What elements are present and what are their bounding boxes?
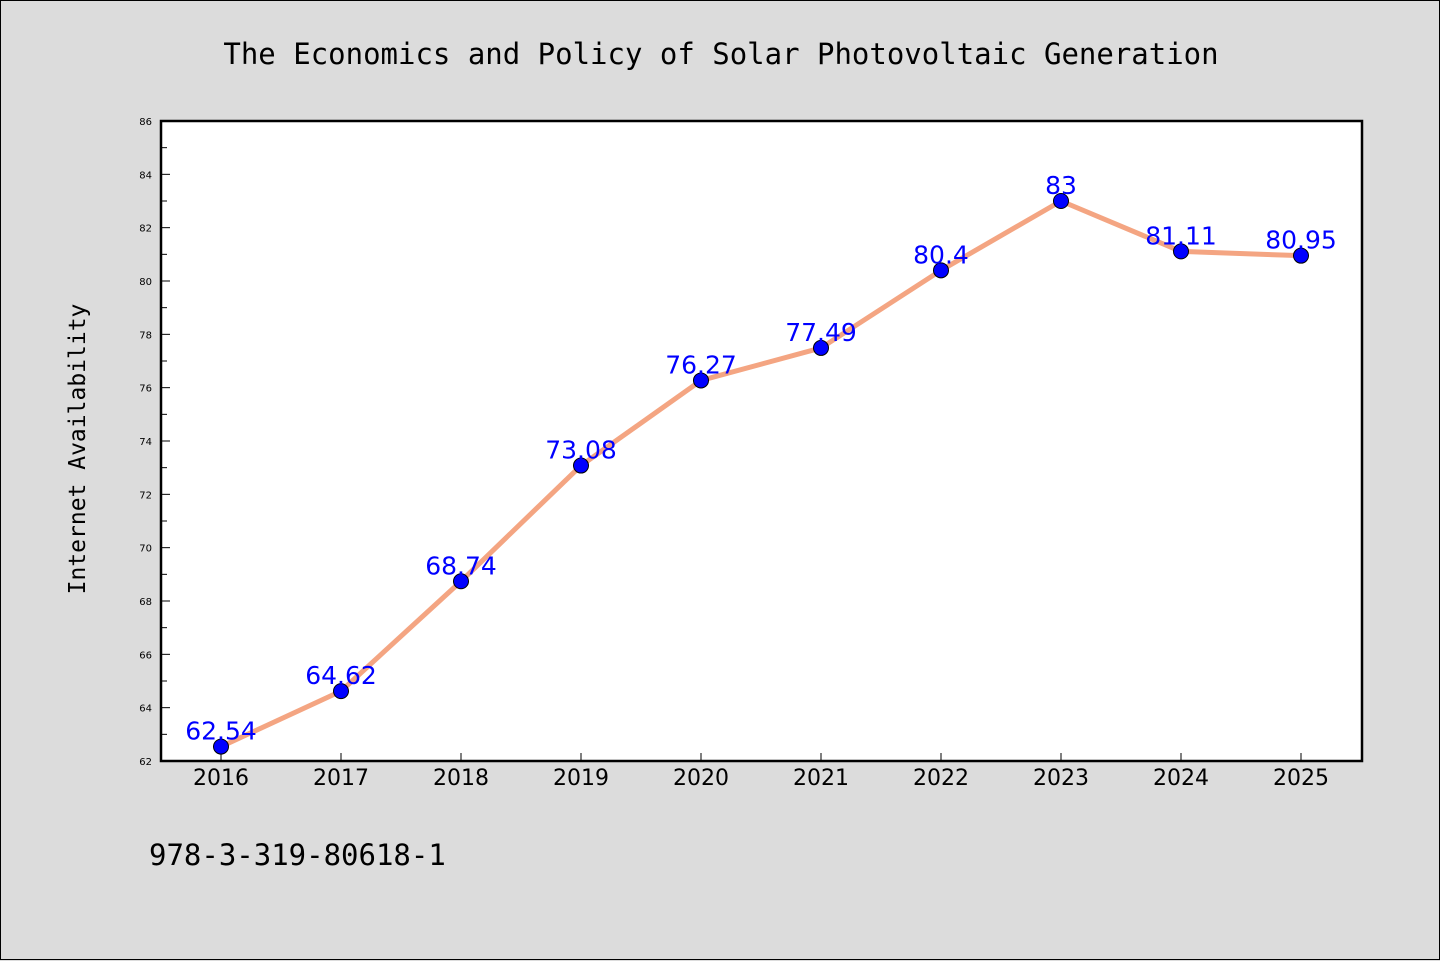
y-tick-label: 74 bbox=[139, 437, 152, 448]
data-label: 80.95 bbox=[1265, 226, 1337, 255]
data-label: 68.74 bbox=[425, 551, 497, 580]
y-tick-label: 78 bbox=[139, 330, 152, 341]
y-tick-label: 82 bbox=[139, 224, 152, 235]
y-tick-label: 84 bbox=[139, 170, 152, 181]
y-tick-label: 76 bbox=[139, 384, 152, 395]
y-tick-label: 72 bbox=[139, 490, 152, 501]
y-axis: 62 64 66 68 70 72 74 76 78 80 82 84 86 bbox=[139, 117, 170, 768]
x-tick-label: 2022 bbox=[913, 766, 969, 791]
y-tick-label: 80 bbox=[139, 277, 152, 288]
y-tick-label: 68 bbox=[139, 597, 152, 608]
data-label: 77.49 bbox=[785, 318, 857, 347]
data-point bbox=[693, 372, 709, 389]
data-label: 83 bbox=[1045, 171, 1077, 200]
data-point bbox=[813, 339, 829, 356]
data-point bbox=[573, 457, 589, 474]
y-tick-label: 66 bbox=[139, 650, 152, 661]
x-tick-label: 2024 bbox=[1153, 766, 1209, 791]
x-tick-label: 2018 bbox=[433, 766, 489, 791]
y-tick-label: 86 bbox=[139, 117, 152, 128]
data-point bbox=[453, 573, 469, 590]
data-label: 81.11 bbox=[1145, 221, 1217, 250]
series-group: 62.54 64.62 68.74 73.08 76.27 77.49 80.4 83 81.1… bbox=[185, 171, 1337, 755]
x-tick-label: 2017 bbox=[313, 766, 369, 791]
data-point bbox=[213, 738, 229, 755]
data-label: 64.62 bbox=[305, 661, 377, 690]
data-label: 76.27 bbox=[665, 350, 737, 379]
data-point bbox=[933, 262, 949, 279]
x-tick-label: 2025 bbox=[1273, 766, 1329, 791]
data-point bbox=[1293, 247, 1309, 264]
x-tick-label: 2016 bbox=[193, 766, 249, 791]
data-point bbox=[333, 683, 349, 700]
x-tick-label: 2020 bbox=[673, 766, 729, 791]
data-label: 73.08 bbox=[545, 436, 617, 465]
x-tick-label: 2021 bbox=[793, 766, 849, 791]
data-label: 80.4 bbox=[913, 240, 969, 269]
x-tick-label: 2019 bbox=[553, 766, 609, 791]
x-axis: 2016 2017 2018 2019 2020 2021 2022 2023 2024 2025 bbox=[193, 753, 1329, 791]
series-line bbox=[218, 198, 1304, 750]
y-tick-label: 64 bbox=[139, 704, 152, 715]
plot-area bbox=[159, 119, 1364, 763]
y-tick-label: 62 bbox=[139, 757, 152, 768]
data-label: 62.54 bbox=[185, 717, 257, 746]
data-point bbox=[1053, 193, 1069, 209]
data-point bbox=[1173, 243, 1189, 260]
isbn-text: 978-3-319-80618-1 bbox=[149, 838, 446, 872]
y-axis-label: Internet Availability bbox=[65, 304, 91, 595]
x-tick-label: 2023 bbox=[1033, 766, 1089, 791]
y-tick-label: 70 bbox=[139, 544, 152, 555]
chart-title: The Economics and Policy of Solar Photov… bbox=[223, 37, 1218, 71]
